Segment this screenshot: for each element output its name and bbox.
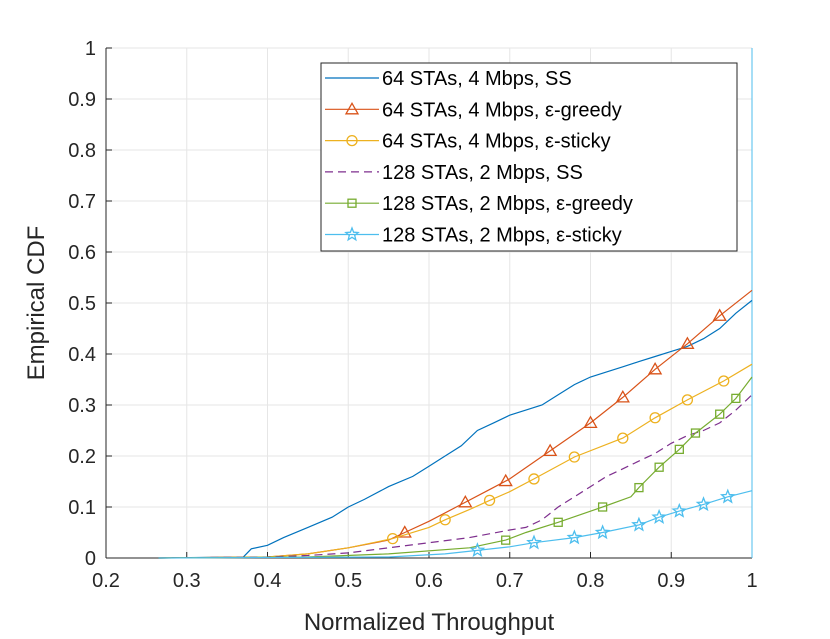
y-tick-label: 0.4 [68,344,96,366]
series-marker [387,532,399,545]
series-marker [634,482,644,493]
series-marker [439,514,451,526]
series-line [158,363,753,559]
y-tick-label: 0.9 [68,89,96,111]
series-marker [597,502,608,512]
series-line [158,376,753,559]
legend-marker [346,134,358,147]
legend-label: 64 STAs, 4 Mbps, ε-sticky [382,131,611,153]
series-4 [158,376,753,559]
series-marker [615,390,630,403]
series-marker [695,496,712,512]
series-2 [158,363,753,559]
series-marker [731,393,741,404]
legend-label: 128 STAs, 2 Mbps, SS [382,162,583,184]
x-tick-label: 0.6 [415,570,443,592]
x-tick-label: 0.7 [496,570,524,592]
series-marker [469,542,486,558]
y-tick-label: 0.7 [68,191,96,213]
legend-label: 64 STAs, 4 Mbps, ε-greedy [382,99,622,121]
series-marker [674,444,684,455]
legend-label: 128 STAs, 2 Mbps, ε-sticky [382,225,622,247]
x-tick-label: 0.4 [254,570,282,592]
legend: 64 STAs, 4 Mbps, SS 64 STAs, 4 Mbps, ε-gr… [320,62,738,252]
series-marker [654,462,664,472]
series-marker [680,336,695,349]
series-0 [158,299,753,559]
series-marker [501,535,511,545]
series-marker [617,432,629,444]
series-group [158,289,753,559]
legend-box [320,62,738,252]
y-tick-label: 0.6 [68,242,96,264]
x-tick-label: 0.8 [577,570,605,592]
series-marker [631,516,647,532]
series-marker [498,473,513,487]
series-marker [712,308,727,321]
series-marker [458,495,473,508]
x-tick-label: 1 [746,570,757,592]
x-tick-label: 0.2 [92,570,120,592]
series-marker [649,412,661,424]
x-tick-label: 0.9 [657,570,685,592]
y-tick-label: 0.1 [68,497,96,519]
series-marker [647,361,663,375]
legend-marker [344,226,360,242]
series-line [158,299,753,559]
legend-marker [347,198,357,208]
series-marker [651,508,667,524]
series-marker [397,525,412,538]
series-marker [568,451,580,463]
legend-marker [344,101,360,115]
series-marker [719,488,736,504]
y-tick-label: 0.5 [68,293,96,315]
series-line [158,394,753,559]
y-tick-label: 0 [85,548,96,570]
legend-label: 64 STAs, 4 Mbps, SS [382,68,572,90]
series-line [158,490,753,559]
series-5 [158,488,753,559]
series-marker [681,394,694,406]
y-axis-label: Empirical CDF [23,226,50,381]
x-axis-label: Normalized Throughput [304,609,555,636]
series-marker [718,375,730,387]
y-tick-label: 0.3 [68,395,96,417]
series-marker [715,409,725,419]
series-marker [566,529,583,545]
series-3 [158,394,753,559]
series-marker [583,415,598,429]
y-tick-label: 0.8 [68,140,96,162]
series-marker [690,428,701,438]
series-marker [483,494,496,507]
series-marker [594,524,611,540]
series-marker [671,502,688,518]
x-tick-label: 0.3 [173,570,201,592]
series-marker [543,443,558,457]
y-tick-label: 0.2 [68,446,96,468]
y-tick-label: 1 [85,38,96,60]
tick-labels: 0.2 0.3 0.4 0.5 0.6 0.7 0.8 0.9 1 0 0.1 0.2 0.3 0.4 0.… [68,38,757,592]
series-marker [526,534,542,550]
series-marker [528,473,540,485]
series-marker [553,517,563,527]
legend-label: 128 STAs, 2 Mbps, ε-greedy [382,193,633,215]
x-tick-label: 0.5 [334,570,362,592]
